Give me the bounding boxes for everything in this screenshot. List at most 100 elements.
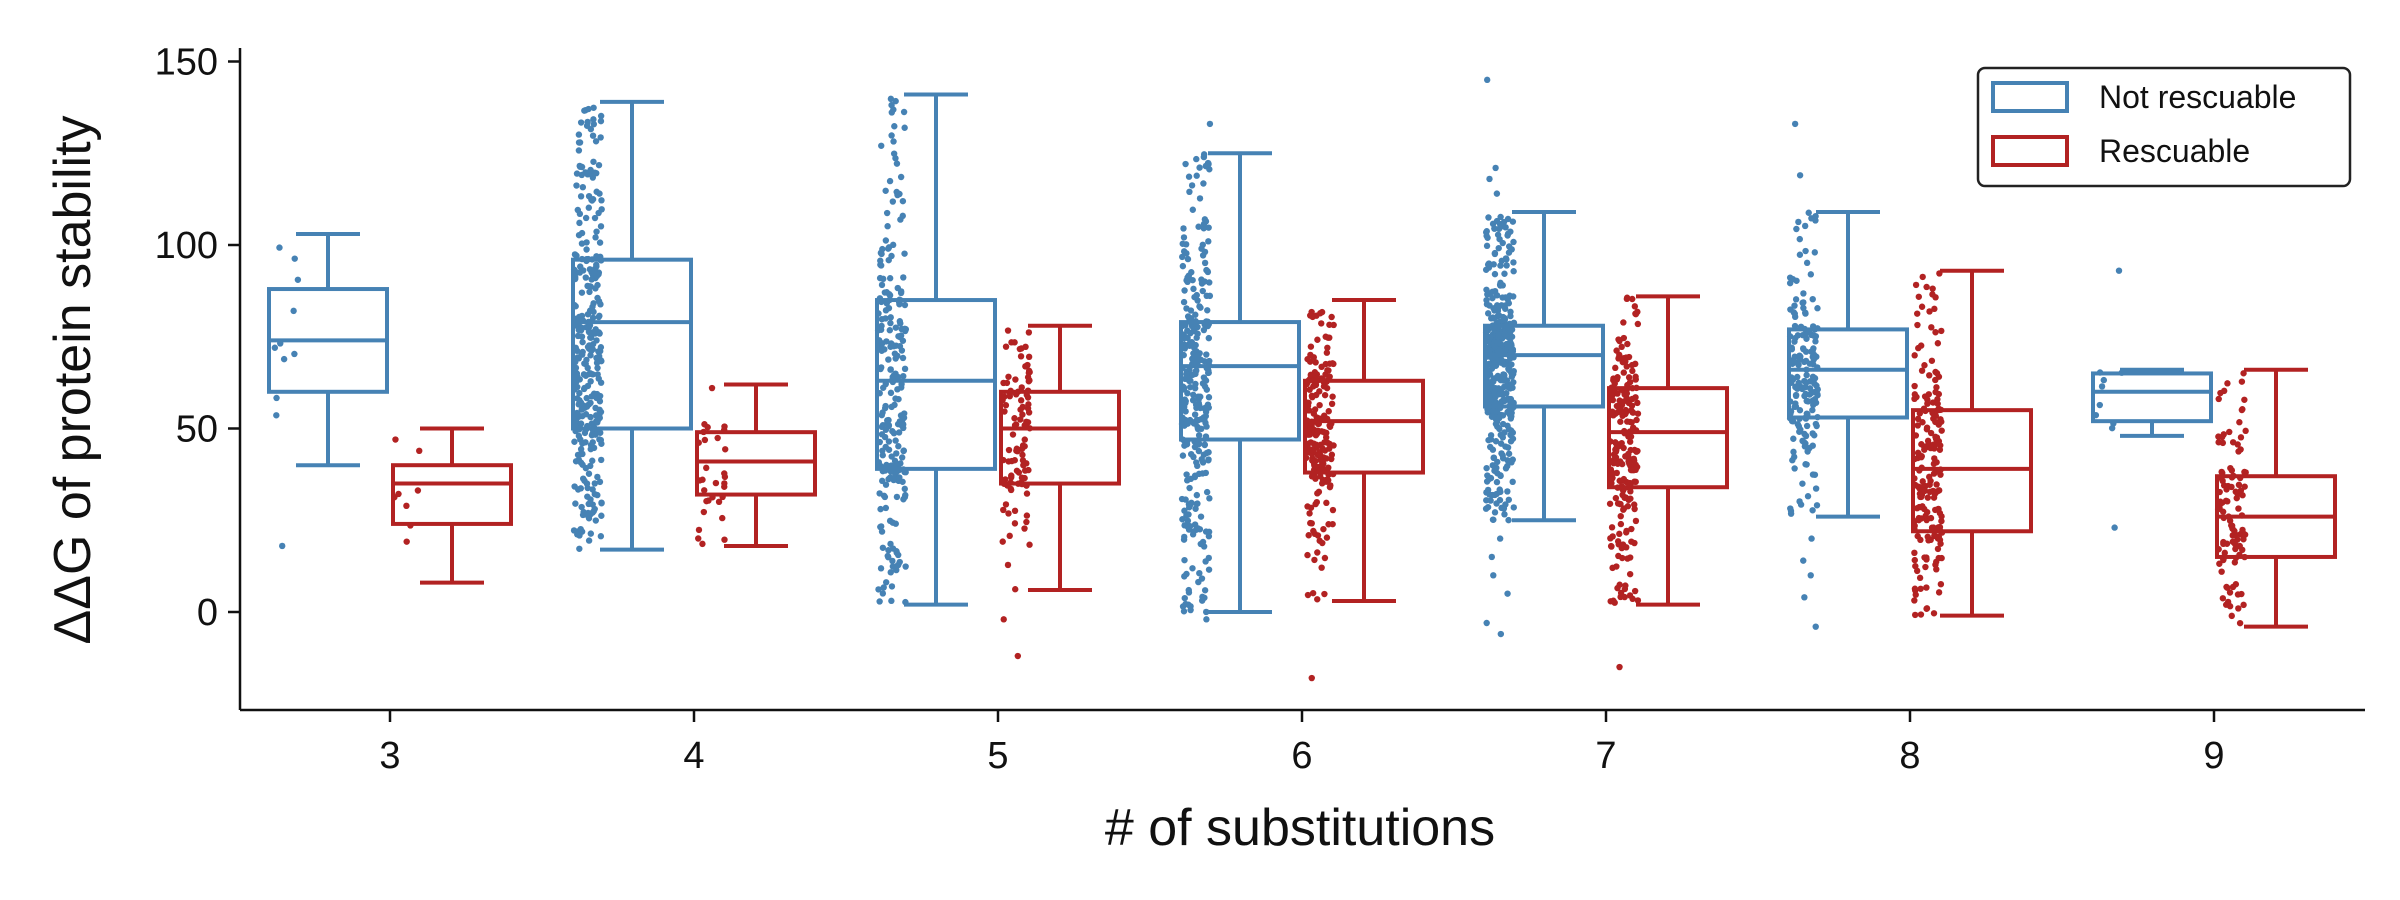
data-point	[597, 379, 605, 386]
data-point	[1186, 188, 1193, 196]
data-point	[1812, 420, 1820, 428]
data-point	[1011, 507, 1019, 515]
data-point	[897, 173, 905, 181]
data-point	[1620, 319, 1627, 326]
data-point	[1196, 526, 1204, 533]
data-point	[1485, 360, 1492, 368]
data-point	[583, 394, 590, 402]
data-point	[1617, 418, 1624, 425]
data-point	[2224, 380, 2231, 387]
outlier-point	[1796, 172, 1804, 179]
data-point	[1620, 505, 1628, 512]
data-point	[901, 250, 908, 257]
data-point	[588, 276, 595, 283]
data-point	[1625, 374, 1633, 381]
data-point	[1612, 494, 1620, 502]
data-point	[581, 107, 588, 114]
data-point	[575, 432, 583, 440]
x-tick-label: 7	[1595, 735, 1616, 777]
data-point	[2237, 434, 2245, 441]
data-point	[900, 414, 908, 421]
data-point	[722, 446, 729, 453]
data-point	[1486, 347, 1493, 354]
data-point	[1918, 441, 1925, 448]
data-point	[1632, 360, 1639, 368]
data-point	[598, 512, 605, 519]
data-point	[1792, 296, 1800, 303]
data-point	[1493, 292, 1501, 299]
data-point	[1805, 209, 1812, 216]
data-point	[1925, 537, 1932, 544]
data-point	[591, 214, 599, 222]
data-point	[584, 364, 591, 372]
data-point	[701, 487, 708, 494]
data-point	[1924, 494, 1932, 501]
data-point	[1811, 375, 1819, 382]
data-point	[579, 475, 587, 482]
data-point	[899, 212, 906, 220]
data-point	[1193, 291, 1200, 299]
data-point	[1937, 580, 1945, 588]
data-point	[1802, 247, 1809, 255]
outlier-point	[1203, 616, 1210, 623]
data-point	[1501, 511, 1508, 518]
data-point	[589, 132, 597, 139]
data-point	[1314, 490, 1321, 497]
data-point	[1608, 524, 1616, 531]
data-point	[1618, 439, 1625, 447]
data-point	[1193, 404, 1200, 412]
data-point	[1182, 160, 1189, 168]
outlier-point	[1497, 630, 1505, 638]
data-point	[1617, 512, 1624, 520]
data-point	[1629, 409, 1637, 416]
data-point	[892, 437, 899, 444]
y-tick-label: 100	[155, 225, 218, 267]
data-point	[1500, 313, 1507, 321]
data-point	[1510, 504, 1517, 511]
data-point	[1486, 393, 1493, 401]
data-point	[1180, 536, 1188, 543]
data-point	[1503, 383, 1511, 390]
data-point	[1329, 506, 1337, 514]
data-point	[1306, 510, 1313, 517]
data-point	[592, 517, 599, 524]
data-point	[1626, 438, 1634, 445]
data-point	[1200, 326, 1208, 334]
data-point	[1312, 381, 1320, 389]
data-point	[1204, 369, 1212, 377]
data-point	[1187, 377, 1194, 384]
data-point	[1187, 606, 1194, 614]
data-point	[890, 476, 897, 484]
data-point	[1927, 429, 1935, 437]
data-point	[1634, 399, 1641, 407]
data-point	[1501, 331, 1509, 338]
data-point	[1201, 441, 1208, 448]
data-point	[1795, 423, 1803, 430]
data-point	[879, 409, 886, 416]
data-point	[577, 485, 585, 492]
data-point	[885, 422, 893, 429]
data-point	[587, 413, 594, 421]
data-point	[574, 395, 581, 402]
data-point	[574, 354, 581, 361]
data-point	[1938, 427, 1945, 434]
data-point	[1787, 510, 1795, 517]
data-point	[1917, 585, 1924, 592]
data-point	[1607, 542, 1615, 550]
data-point	[1025, 401, 1032, 408]
data-point	[392, 436, 399, 443]
data-point	[1809, 353, 1816, 361]
data-point	[1790, 448, 1797, 456]
data-point	[1191, 472, 1199, 479]
data-point	[1183, 250, 1190, 257]
data-point	[884, 223, 891, 230]
data-point	[1804, 493, 1812, 500]
data-point	[699, 540, 706, 548]
data-point	[1928, 357, 1936, 364]
outlier-point	[2115, 267, 2123, 274]
data-point	[1628, 402, 1636, 409]
data-point	[2219, 439, 2227, 447]
data-point	[1624, 340, 1631, 348]
outlier-point	[1486, 175, 1493, 183]
data-point	[1202, 608, 1210, 616]
